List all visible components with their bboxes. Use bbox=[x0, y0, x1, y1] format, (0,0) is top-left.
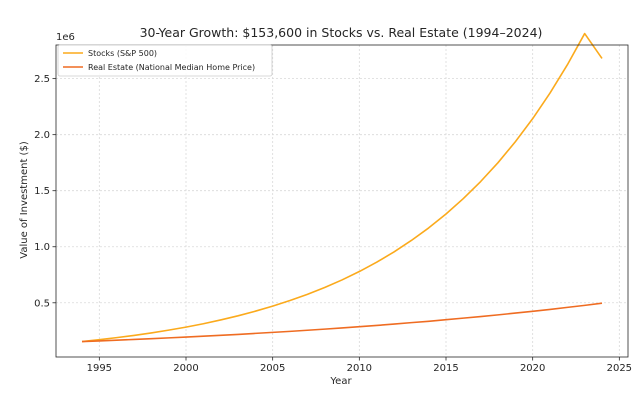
y-tick-label: 2.5 bbox=[34, 74, 50, 85]
y-tick-label: 2.0 bbox=[34, 130, 50, 141]
x-tick-label: 2000 bbox=[173, 363, 198, 374]
series-lines bbox=[81, 32, 603, 343]
x-tick-label: 2025 bbox=[607, 363, 632, 374]
x-tick-label: 2005 bbox=[260, 363, 285, 374]
legend: Stocks (S&P 500) Real Estate (National M… bbox=[57, 44, 273, 77]
y-axis-label: Value of Investment ($) bbox=[19, 141, 30, 259]
chart-title: 30-Year Growth: $153,600 in Stocks vs. R… bbox=[140, 25, 543, 40]
x-axis-ticks: 1995 2000 2005 2010 2015 2020 2025 bbox=[87, 357, 632, 374]
grid bbox=[56, 45, 628, 357]
y-axis-ticks: 0.5 1.0 1.5 2.0 2.5 bbox=[34, 74, 56, 309]
series-line-0 bbox=[81, 32, 603, 343]
y-tick-label: 1.5 bbox=[34, 186, 50, 197]
plot-frame bbox=[55, 44, 629, 358]
y-tick-label: 0.5 bbox=[34, 298, 50, 309]
x-tick-label: 2020 bbox=[520, 363, 545, 374]
y-tick-label: 1.0 bbox=[34, 242, 50, 253]
x-axis-label: Year bbox=[329, 376, 352, 387]
legend-box bbox=[57, 44, 273, 77]
series-line-1 bbox=[81, 302, 603, 343]
x-tick-label: 2015 bbox=[433, 363, 458, 374]
y-axis-offset-label: 1e6 bbox=[56, 32, 75, 43]
x-tick-label: 2010 bbox=[347, 363, 372, 374]
legend-label-stocks: Stocks (S&P 500) bbox=[88, 49, 157, 58]
legend-label-real-estate: Real Estate (National Median Home Price) bbox=[88, 63, 255, 72]
x-tick-label: 1995 bbox=[87, 363, 112, 374]
